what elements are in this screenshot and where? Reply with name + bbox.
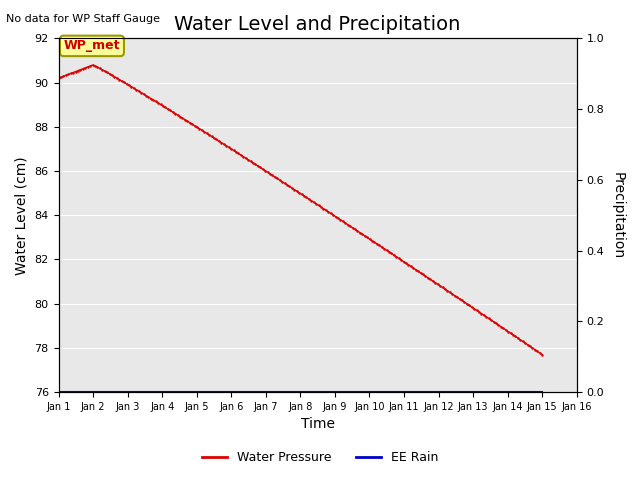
Legend: Water Pressure, EE Rain: Water Pressure, EE Rain — [196, 446, 444, 469]
Y-axis label: Water Level (cm): Water Level (cm) — [15, 156, 29, 275]
Text: WP_met: WP_met — [64, 39, 120, 52]
X-axis label: Time: Time — [301, 418, 335, 432]
Title: Water Level and Precipitation: Water Level and Precipitation — [175, 15, 461, 34]
Y-axis label: Precipitation: Precipitation — [611, 172, 625, 259]
Text: No data for WP Staff Gauge: No data for WP Staff Gauge — [6, 14, 161, 24]
